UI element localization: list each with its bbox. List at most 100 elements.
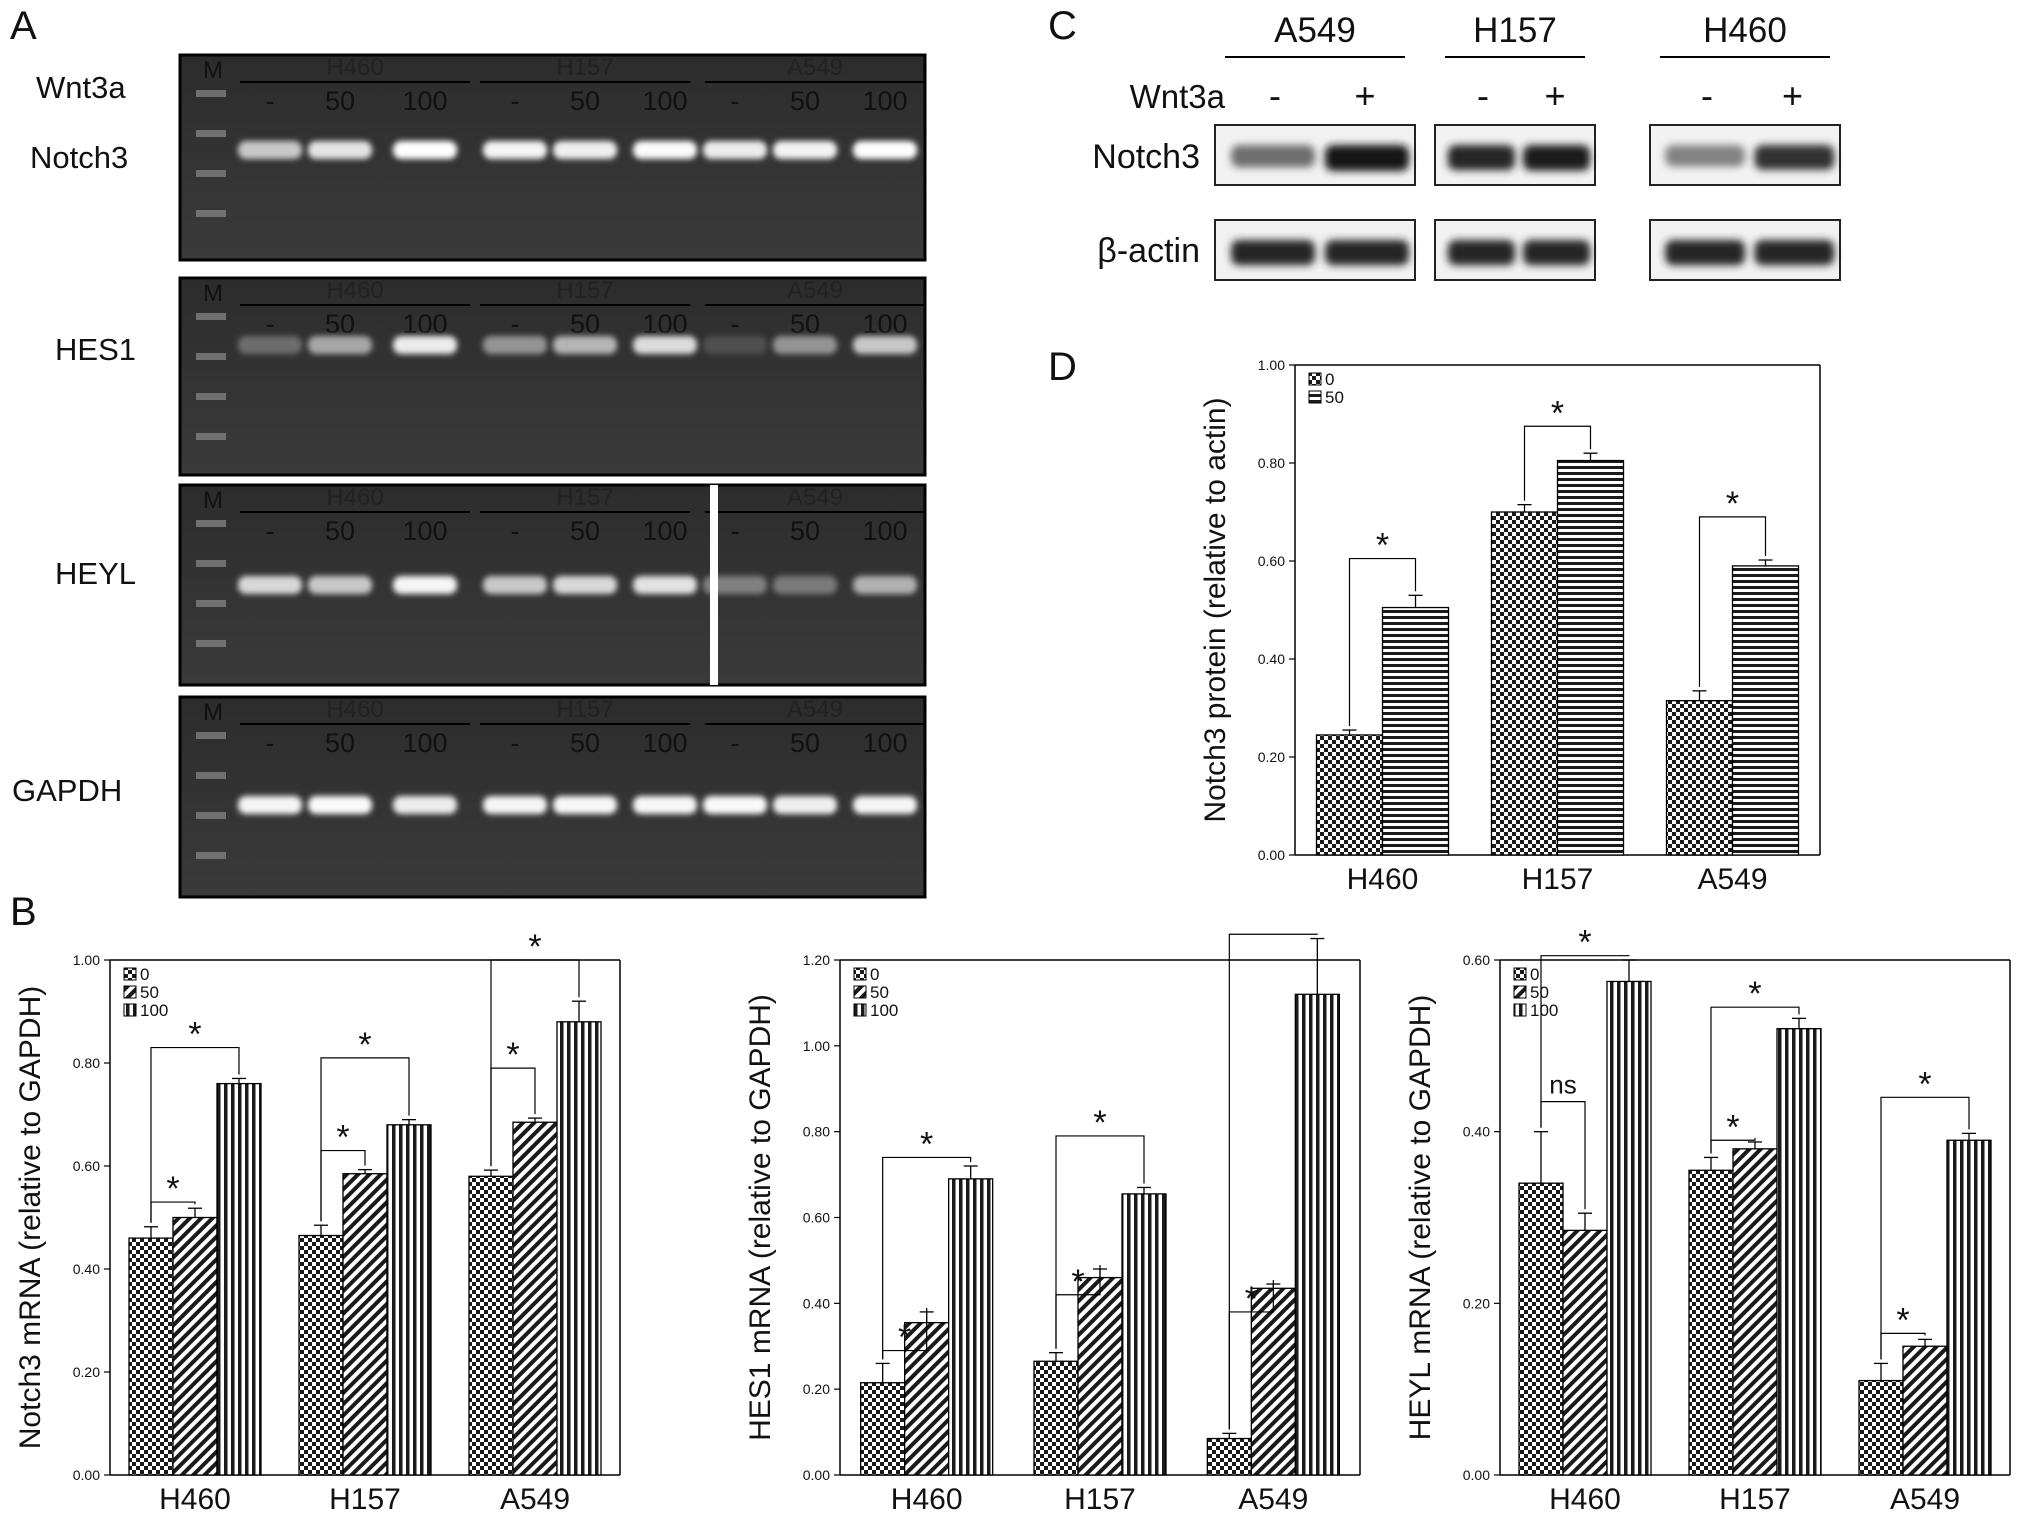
gel-dose-label: -: [511, 728, 520, 758]
significance-label: *: [1245, 1280, 1258, 1318]
gel-dose-label: -: [731, 86, 740, 116]
marker-ladder-band: [196, 732, 226, 739]
significance-label: *: [1748, 975, 1761, 1013]
blot-sign-label: +: [1782, 75, 1803, 116]
wnt3a-label: Wnt3a: [36, 70, 126, 105]
gel-dose-label: 50: [325, 516, 355, 546]
bar: [1033, 1360, 1079, 1476]
gel-cell-line-h157: H157: [556, 484, 613, 511]
significance-bracket: [1710, 1006, 1800, 1154]
significance-bracket: [1348, 557, 1417, 727]
legend-swatch: [853, 967, 867, 981]
gel-dose-label: 100: [862, 516, 907, 546]
marker-ladder-band: [196, 812, 226, 819]
gel-dose-label: -: [731, 309, 740, 339]
gel-dose-label: 100: [862, 86, 907, 116]
blot-band: [1325, 240, 1409, 266]
bar: [172, 1216, 218, 1476]
legend-swatch: [1513, 985, 1527, 999]
gel-band: [853, 336, 917, 354]
marker-ladder-band: [196, 600, 226, 607]
gel-label-heyl: HEYL: [55, 556, 136, 591]
significance-label: *: [336, 1119, 349, 1157]
bar: [1732, 1148, 1778, 1476]
y-tick-label: 0.00: [1463, 1467, 1490, 1483]
gel-dose-label: 50: [325, 309, 355, 339]
gel-dose-label: 100: [862, 728, 907, 758]
bar: [1606, 980, 1652, 1476]
y-axis-label: Notch3 protein (relative to actin): [1199, 397, 1232, 822]
gel-dose-label: -: [731, 516, 740, 546]
y-tick-label: 0.60: [73, 1158, 100, 1174]
significance-label: *: [166, 1170, 179, 1208]
marker-ladder-band: [196, 210, 226, 217]
y-tick-label: 1.00: [803, 1038, 830, 1054]
gel-divider: [710, 485, 718, 685]
bar: [1250, 1287, 1296, 1476]
y-tick-label: 1.20: [803, 952, 830, 968]
gel-band: [483, 336, 547, 354]
gel-cell-line-h460: H460: [326, 277, 383, 304]
gel-band: [853, 141, 917, 159]
y-axis-label: HEYL mRNA (relative to GAPDH): [1404, 995, 1437, 1441]
y-tick-label: 0.00: [803, 1467, 830, 1483]
gel-dose-label: 50: [325, 86, 355, 116]
significance-bracket: [1540, 955, 1630, 1128]
bar: [1294, 993, 1340, 1476]
marker-ladder-band: [196, 393, 226, 400]
gel-dose-label: 100: [642, 728, 687, 758]
bar: [128, 1237, 174, 1476]
marker-ladder-band: [196, 772, 226, 779]
gel-dose-label: 100: [402, 728, 447, 758]
gel-band: [703, 796, 767, 814]
blot-sign-label: -: [1701, 75, 1713, 116]
blot-band: [1665, 240, 1745, 266]
gel-cell-line-a549: A549: [787, 696, 843, 723]
bar: [1902, 1345, 1948, 1476]
bar: [342, 1173, 388, 1476]
significance-label: *: [898, 1319, 911, 1357]
gel-band: [633, 141, 697, 159]
bar: [1562, 1229, 1608, 1476]
gel-cell-line-h157: H157: [556, 277, 613, 304]
legend-label: 50: [140, 983, 159, 1002]
blot-band: [1231, 145, 1315, 168]
bar: [1315, 734, 1384, 856]
marker-ladder-band: [196, 560, 226, 567]
bar: [1077, 1276, 1123, 1476]
x-tick-label: H460: [891, 1483, 963, 1516]
gel-panel: M H460 - 50 100 H157 - 50 100 A549 - 50 100 M H460 - 50 1…: [178, 53, 927, 899]
bar: [556, 1021, 602, 1476]
legend-swatch: [853, 985, 867, 999]
significance-bracket: [1523, 425, 1592, 501]
blot-label-notch3: Notch3: [1092, 138, 1200, 176]
gel-dose-label: 50: [570, 516, 600, 546]
gel-label-hes1: HES1: [55, 332, 136, 367]
chart-hes1-mrna: 0.00 0.20 0.40 0.60 0.80 1.00 1.20 HES1 mRNA (r…: [744, 930, 1361, 1516]
y-tick-label: 0.40: [1258, 651, 1285, 667]
bar: [860, 1382, 906, 1476]
legend-label: 0: [1325, 370, 1334, 389]
marker-label: M: [203, 280, 223, 307]
significance-label: *: [528, 930, 541, 966]
significance-bracket: [150, 1046, 240, 1223]
gel-band: [553, 336, 617, 354]
gel-dose-label: 100: [642, 86, 687, 116]
gel-dose-label: -: [511, 516, 520, 546]
bar: [1688, 1169, 1734, 1476]
gel-cell-line-h157: H157: [556, 54, 613, 81]
marker-ladder-band: [196, 640, 226, 647]
blot-cell-line-h157: H157: [1473, 11, 1557, 50]
gel-band: [633, 336, 697, 354]
bar: [1206, 1437, 1252, 1476]
x-tick-label: H460: [1347, 863, 1419, 896]
gel-band: [773, 141, 837, 159]
y-tick-label: 0.40: [73, 1261, 100, 1277]
gel-band: [633, 576, 697, 594]
y-tick-label: 0.60: [803, 1210, 830, 1226]
significance-label: *: [506, 1036, 519, 1074]
gel-band: [853, 576, 917, 594]
x-tick-label: H157: [1522, 863, 1594, 896]
chart-notch3-protein: 0.00 0.20 0.40 0.60 0.80 1.00 Notch3 protein (…: [1199, 357, 1821, 896]
significance-label: ns: [1549, 1070, 1576, 1100]
